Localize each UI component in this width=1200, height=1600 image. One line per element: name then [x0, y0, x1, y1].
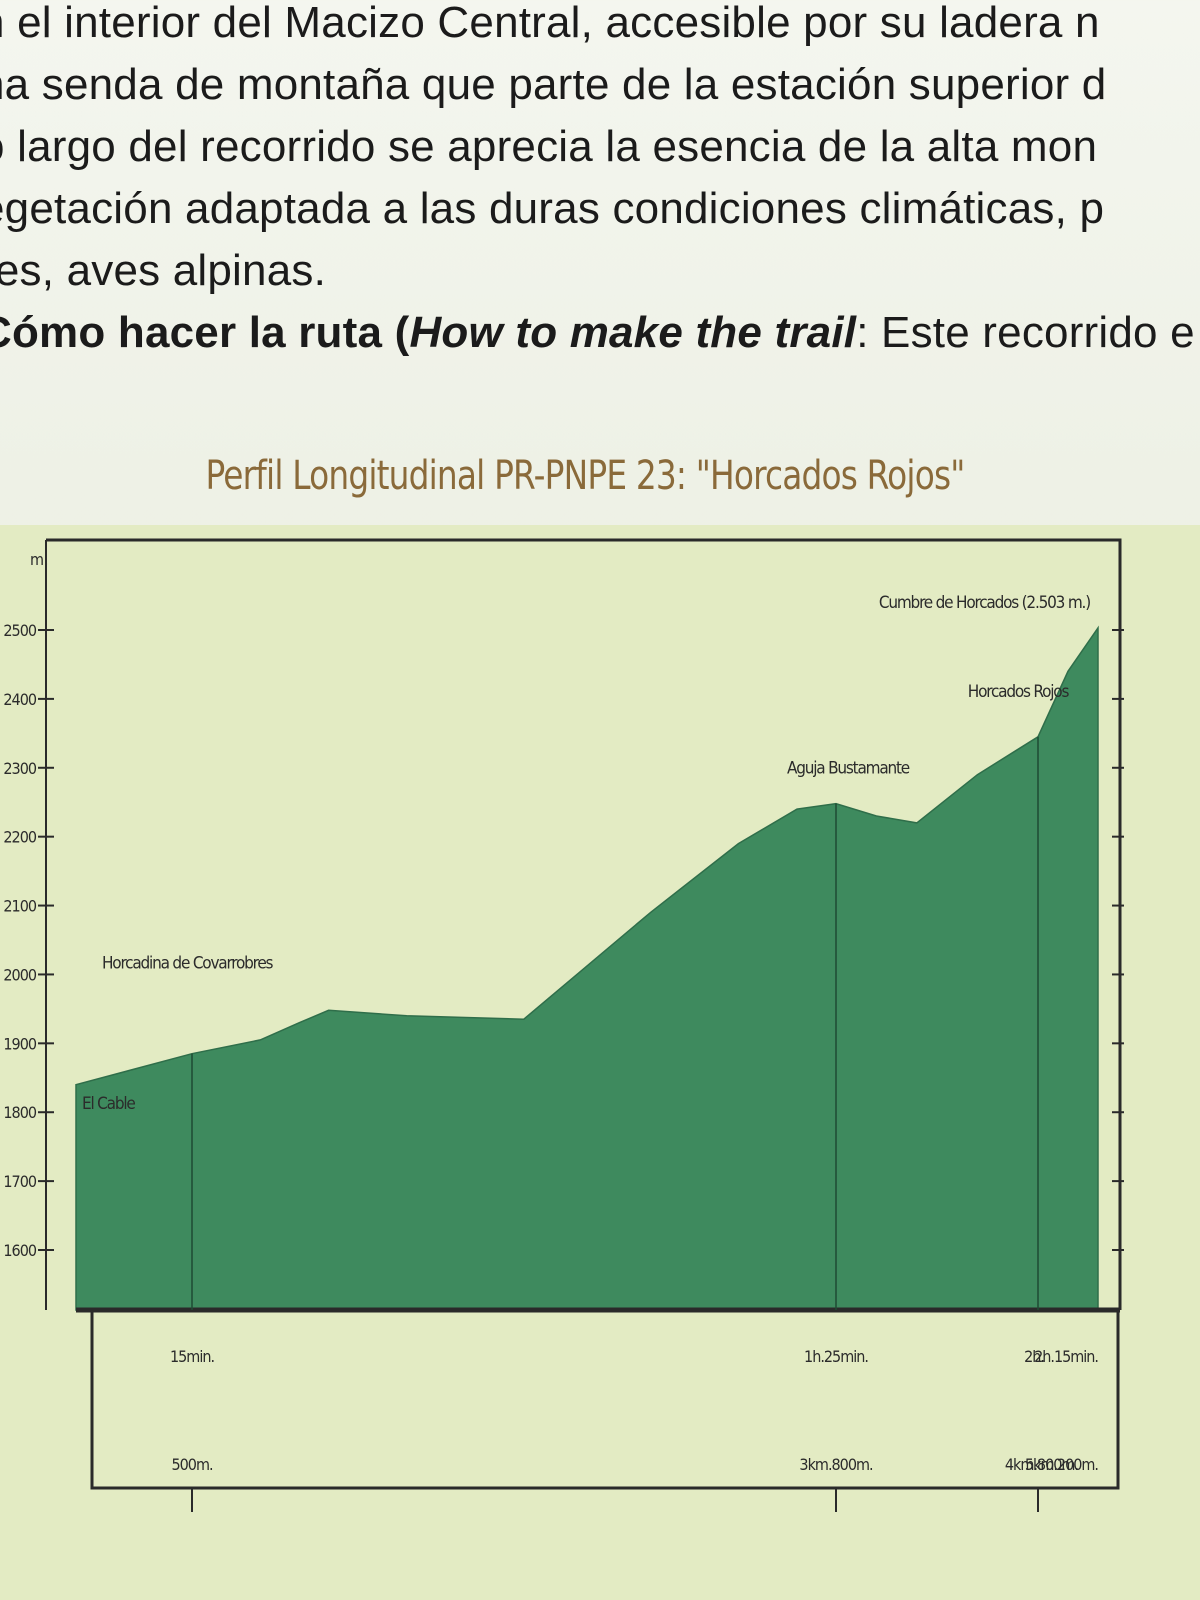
waypoint-label: Horcadina de Covarrobres: [102, 954, 274, 974]
waypoint-label: Aguja Bustamante: [787, 759, 910, 779]
y-tick-label: 2400: [3, 690, 36, 709]
time-mark-label: 2h.15min.: [1034, 1347, 1098, 1366]
distance-mark-label: 3km.800m.: [799, 1455, 873, 1474]
time-mark-label: 1h.25min.: [804, 1347, 868, 1366]
y-tick-label: 1900: [3, 1034, 36, 1053]
y-tick-label: 2500: [3, 621, 36, 640]
y-tick-label: 1700: [3, 1172, 36, 1191]
distance-mark-label: 5km.200m.: [1025, 1455, 1099, 1474]
y-axis-unit: m.: [30, 550, 49, 569]
y-tick-label: 2200: [3, 828, 36, 847]
y-tick-label: 1800: [3, 1103, 36, 1122]
y-tick-label: 1600: [3, 1241, 36, 1260]
distance-mark-label: 500m.: [171, 1455, 212, 1474]
waypoint-label: Cumbre de Horcados (2.503 m.): [879, 593, 1090, 613]
y-tick-label: 2000: [3, 965, 36, 984]
timeline-box: [92, 1310, 1118, 1488]
waypoint-label: El Cable: [82, 1094, 135, 1114]
y-tick-label: 2100: [3, 897, 36, 916]
waypoint-label: Horcados Rojos: [968, 682, 1070, 702]
y-tick-label: 2300: [3, 759, 36, 778]
time-mark-label: 15min.: [170, 1347, 214, 1366]
